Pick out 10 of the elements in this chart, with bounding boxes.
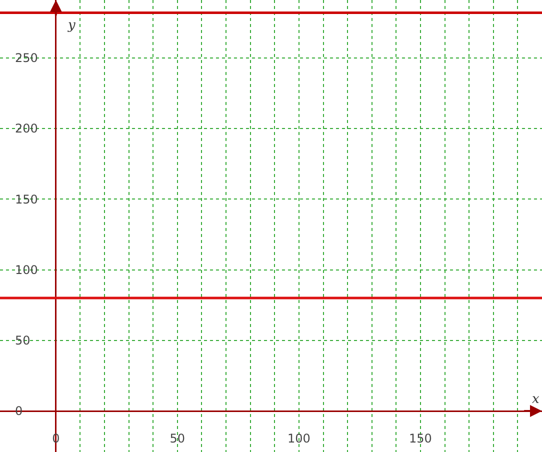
x-tick-label: 100 <box>287 432 310 446</box>
y-tick-label: 50 <box>15 334 30 348</box>
x-axis-title: x <box>532 392 540 407</box>
y-tick-label: 100 <box>15 262 38 277</box>
y-axis-title: y <box>67 18 76 33</box>
y-tick-label: 150 <box>15 192 38 206</box>
y-tick-label: 250 <box>15 51 38 66</box>
x-tick-label: 150 <box>409 432 432 446</box>
y-tick-label: 200 <box>15 122 38 136</box>
x-tick-label: 50 <box>170 432 186 446</box>
